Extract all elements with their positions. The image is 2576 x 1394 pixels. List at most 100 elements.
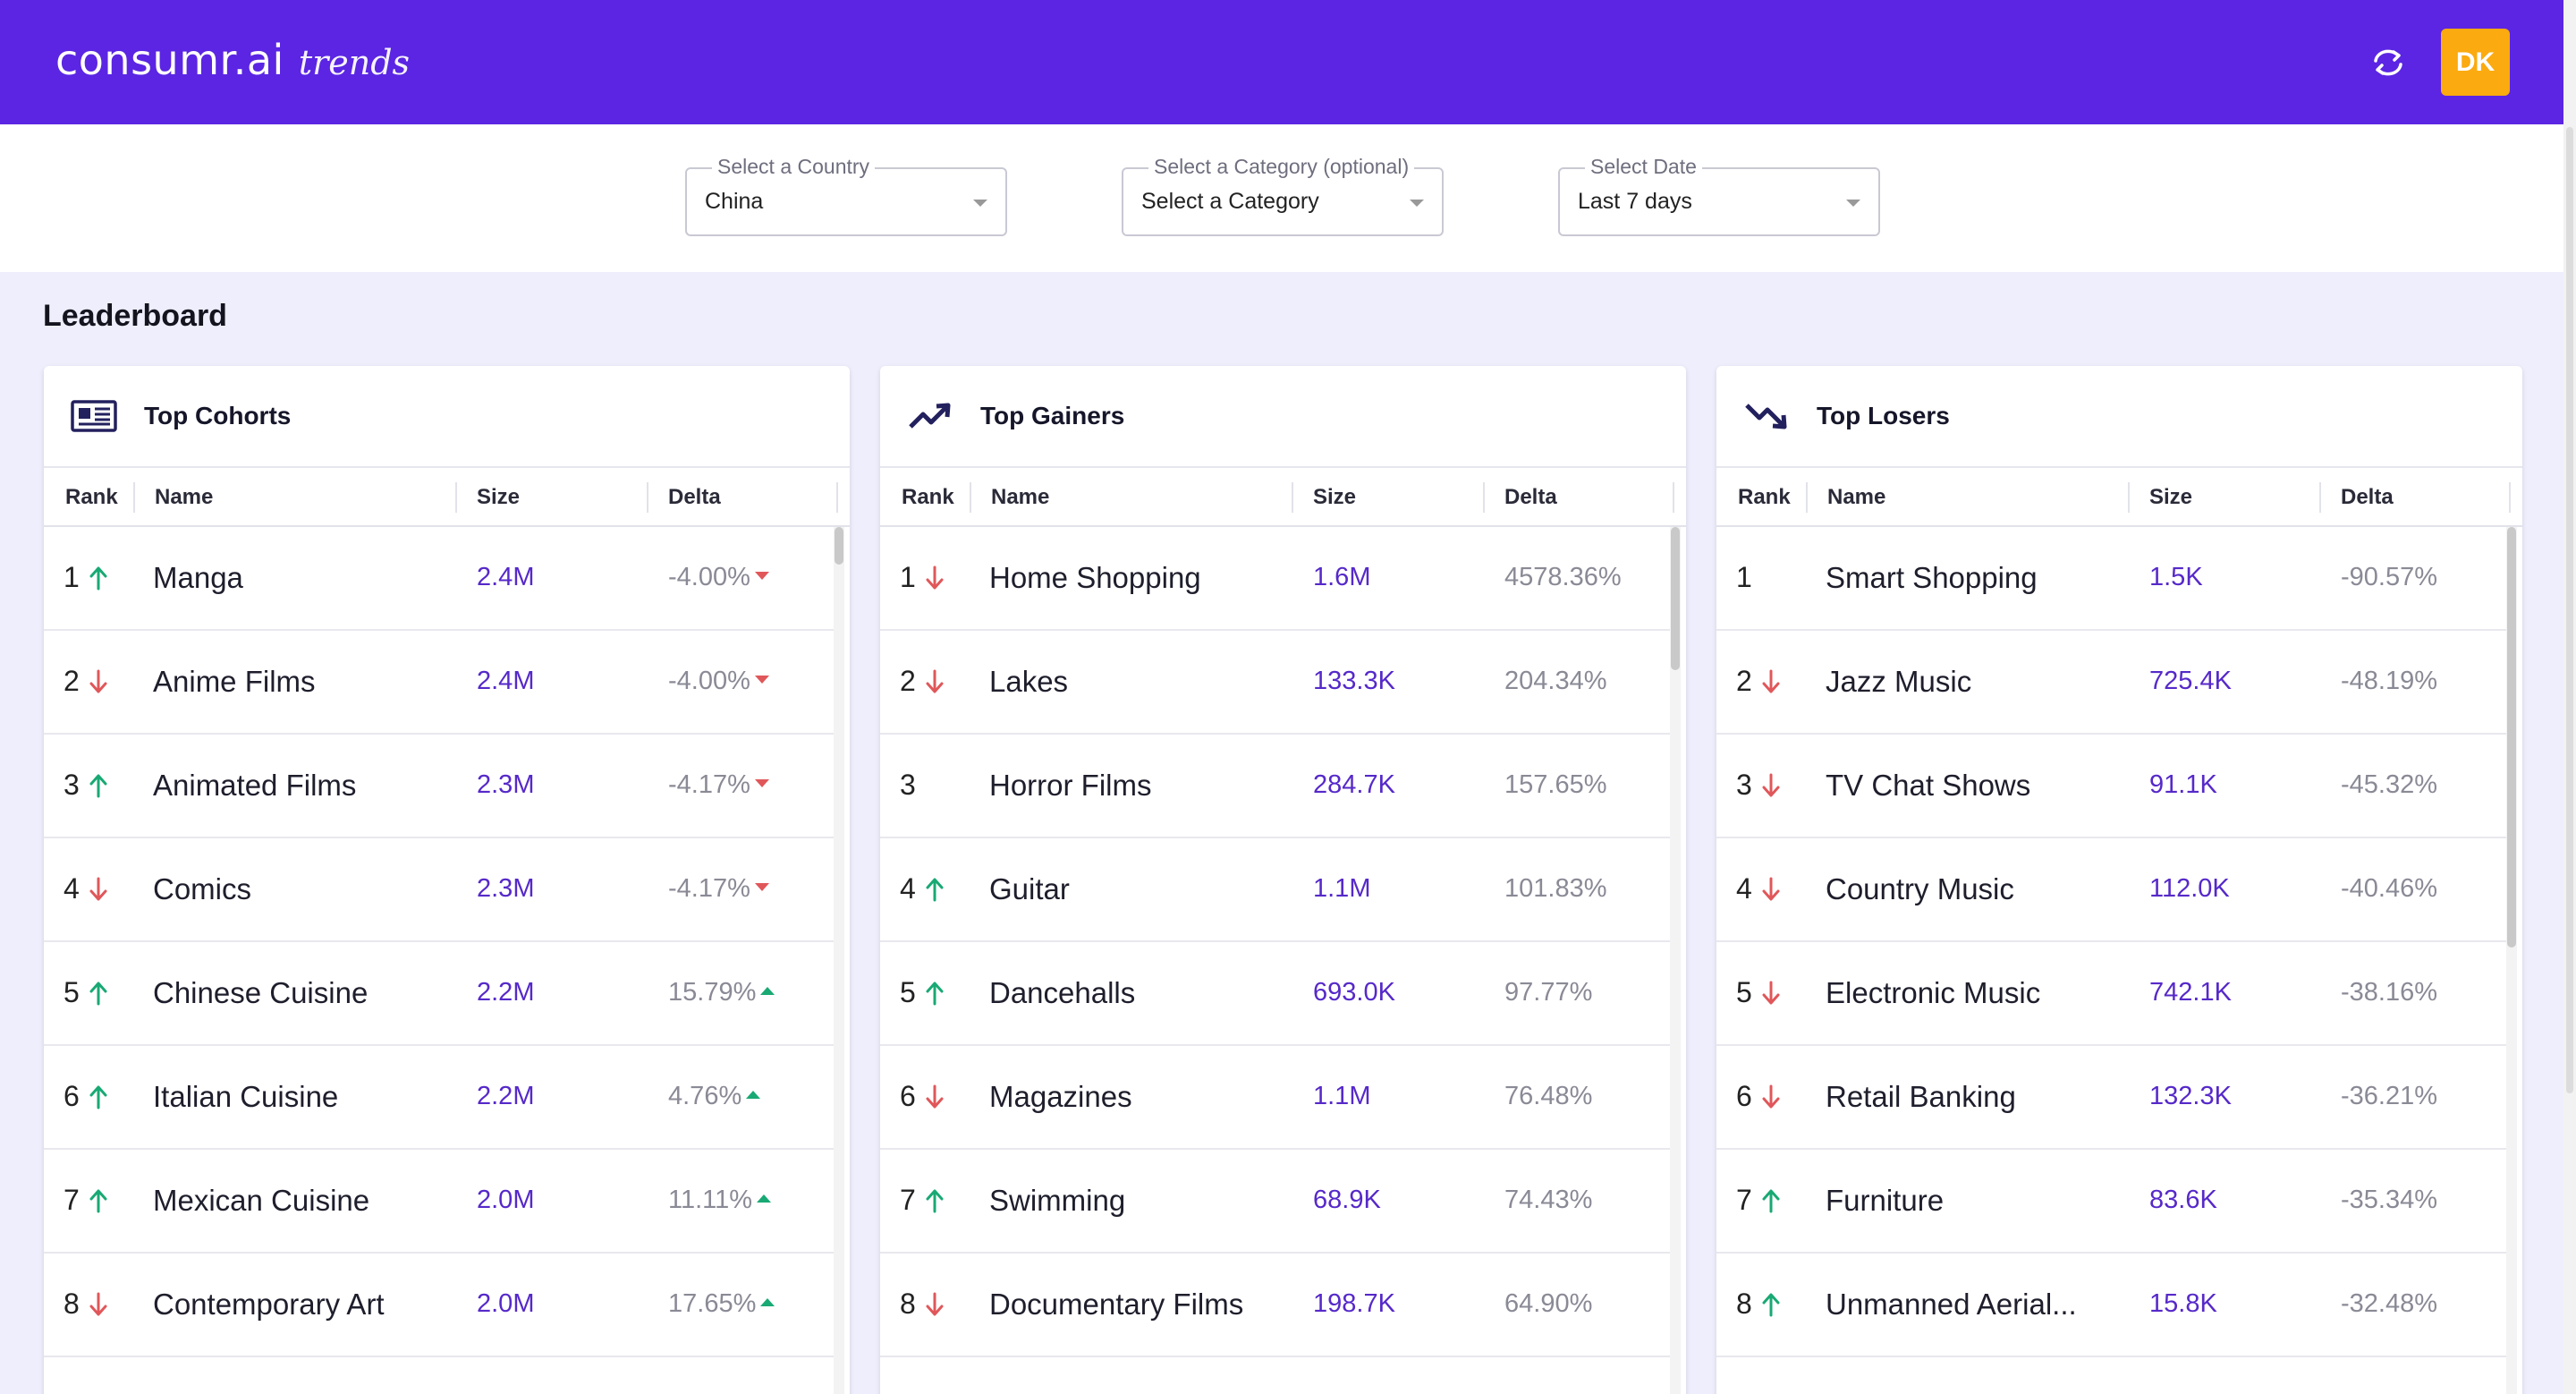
arrow-down-icon — [1759, 668, 1783, 695]
column-header-rank[interactable]: Rank — [65, 485, 118, 509]
table-row[interactable]: 1 Home Shopping 1.6M 4578.36% — [880, 527, 1676, 631]
table-row[interactable]: 6 Magazines 1.1M 76.48% — [880, 1046, 1676, 1150]
cohort-name[interactable]: Swimming — [989, 1184, 1126, 1217]
cohort-name[interactable]: Italian Cuisine — [153, 1080, 339, 1113]
arrow-up-icon — [1759, 1187, 1783, 1214]
cohort-name[interactable]: Smart Shopping — [1826, 561, 2038, 594]
delta-value: 101.83% — [1504, 874, 1607, 904]
column-header-size[interactable]: Size — [477, 485, 521, 509]
table-row[interactable]: 7 Furniture 83.6K -35.34% — [1716, 1150, 2512, 1254]
cohort-name[interactable]: Home Shopping — [989, 561, 1201, 594]
table-row[interactable]: 5 Chinese Cuisine 2.2M 15.79% — [44, 942, 840, 1046]
table-row[interactable]: 1 Manga 2.4M -4.00% — [44, 527, 840, 631]
chevron-down-icon — [1846, 200, 1860, 207]
user-avatar[interactable]: DK — [2441, 29, 2510, 96]
cohort-name[interactable]: Documentary Films — [989, 1288, 1244, 1321]
table-row[interactable]: 4 Guitar 1.1M 101.83% — [880, 838, 1676, 942]
table-row[interactable]: 6 Retail Banking 132.3K -36.21% — [1716, 1046, 2512, 1150]
card-scrollbar-thumb[interactable] — [2507, 527, 2516, 948]
delta-value: 15.79% — [668, 978, 775, 1007]
column-header-name[interactable]: Name — [155, 485, 214, 509]
column-header-delta[interactable]: Delta — [668, 485, 721, 509]
column-header-size[interactable]: Size — [1313, 485, 1357, 509]
table-row[interactable]: 4 Country Music 112.0K -40.46% — [1716, 838, 2512, 942]
country-select[interactable]: Select a Country China — [685, 155, 1007, 236]
card-scrollbar-thumb[interactable] — [1671, 527, 1680, 670]
card-scrollbar[interactable] — [834, 527, 844, 1394]
cohort-name[interactable]: Country Music — [1826, 872, 2014, 905]
column-header-rank[interactable]: Rank — [902, 485, 954, 509]
delta-value: 4578.36% — [1504, 563, 1622, 592]
cohort-name[interactable]: Guitar — [989, 872, 1070, 905]
app-logo[interactable]: consumr.ai trends — [55, 36, 410, 89]
rank-value: 2 — [1736, 665, 1752, 697]
cohort-name[interactable]: Manga — [153, 561, 243, 594]
size-value: 15.8K — [2149, 1289, 2217, 1318]
delta-down-icon — [754, 882, 769, 891]
page-scrollbar-thumb[interactable] — [2566, 127, 2573, 1093]
table-row[interactable]: 7 Swimming 68.9K 74.43% — [880, 1150, 1676, 1254]
delta-value: -35.34% — [2341, 1186, 2437, 1215]
column-header-delta[interactable]: Delta — [1504, 485, 1557, 509]
table-row[interactable]: 8 Documentary Films 198.7K 64.90% — [880, 1254, 1676, 1357]
cohort-name[interactable]: Chinese Cuisine — [153, 976, 369, 1009]
column-header-size[interactable]: Size — [2149, 485, 2193, 509]
refresh-button[interactable] — [2368, 43, 2408, 82]
column-header-delta[interactable]: Delta — [2341, 485, 2394, 509]
card-scrollbar-thumb[interactable] — [835, 527, 843, 565]
table-row[interactable]: 5 Dancehalls 693.0K 97.77% — [880, 942, 1676, 1046]
cohort-name[interactable]: Horror Films — [989, 769, 1152, 802]
table-row[interactable]: 8 Contemporary Art 2.0M 17.65% — [44, 1254, 840, 1357]
table-row[interactable]: 3 Animated Films 2.3M -4.17% — [44, 735, 840, 838]
table-row[interactable]: 2 Jazz Music 725.4K -48.19% — [1716, 631, 2512, 735]
cohort-name[interactable]: Dancehalls — [989, 976, 1136, 1009]
delta-value: -36.21% — [2341, 1082, 2437, 1111]
table-row[interactable]: 5 Electronic Music 742.1K -38.16% — [1716, 942, 2512, 1046]
cohort-name[interactable]: Unmanned Aerial... — [1826, 1288, 2077, 1321]
cohort-name[interactable]: Animated Films — [153, 769, 357, 802]
column-header-name[interactable]: Name — [1827, 485, 1886, 509]
date-select[interactable]: Select Date Last 7 days — [1558, 155, 1880, 236]
table-row[interactable]: 1 Smart Shopping 1.5K -90.57% — [1716, 527, 2512, 631]
newspaper-icon — [71, 396, 119, 436]
size-value: 2.3M — [477, 770, 535, 799]
table-row[interactable]: 7 Mexican Cuisine 2.0M 11.11% — [44, 1150, 840, 1254]
column-header-rank[interactable]: Rank — [1738, 485, 1791, 509]
table-row[interactable]: 6 Italian Cuisine 2.2M 4.76% — [44, 1046, 840, 1150]
cohort-name[interactable]: Furniture — [1826, 1184, 1945, 1217]
cohort-name[interactable]: Jazz Music — [1826, 665, 1972, 698]
table-row[interactable]: 2 Lakes 133.3K 204.34% — [880, 631, 1676, 735]
cohort-name[interactable]: Comics — [153, 872, 252, 905]
delta-text: -45.32% — [2341, 770, 2438, 799]
table-row[interactable]: 4 Comics 2.3M -4.17% — [44, 838, 840, 942]
table-row[interactable]: 2 Anime Films 2.4M -4.00% — [44, 631, 840, 735]
rank-value: 4 — [1736, 872, 1752, 905]
arrow-up-icon — [923, 1187, 946, 1214]
cohort-name[interactable]: Anime Films — [153, 665, 316, 698]
cohort-name[interactable]: Mexican Cuisine — [153, 1184, 370, 1217]
logo-sub-text: trends — [298, 43, 411, 82]
cohort-name[interactable]: Lakes — [989, 665, 1069, 698]
table-row[interactable]: 3 TV Chat Shows 91.1K -45.32% — [1716, 735, 2512, 838]
category-select-label: Select a Category (optional) — [1148, 155, 1415, 179]
column-header-name[interactable]: Name — [991, 485, 1050, 509]
delta-value: -32.48% — [2341, 1289, 2437, 1319]
cohort-name[interactable]: Contemporary Art — [153, 1288, 385, 1321]
size-value: 2.2M — [477, 978, 535, 1007]
cohort-name[interactable]: Electronic Music — [1826, 976, 2041, 1009]
size-value: 1.6M — [1313, 563, 1371, 591]
delta-value: 11.11% — [668, 1186, 772, 1215]
table-row[interactable]: 8 Unmanned Aerial... 15.8K -32.48% — [1716, 1254, 2512, 1357]
cohort-name[interactable]: Retail Banking — [1826, 1080, 2016, 1113]
size-value: 132.3K — [2149, 1082, 2232, 1110]
cohort-name[interactable]: Magazines — [989, 1080, 1132, 1113]
card-top-losers: Top Losers Rank Name Size Delta 1 Smart Shoppi… — [1716, 366, 2522, 1394]
card-title: Top Losers — [1817, 402, 1950, 429]
cohort-name[interactable]: TV Chat Shows — [1826, 769, 2031, 802]
arrow-up-icon — [923, 876, 946, 903]
card-scrollbar[interactable] — [1670, 527, 1681, 1394]
category-select[interactable]: Select a Category (optional) Select a Ca… — [1122, 155, 1444, 236]
rank-value: 5 — [1736, 976, 1752, 1008]
delta-value: -4.17% — [668, 874, 769, 904]
table-row[interactable]: 3 Horror Films 284.7K 157.65% — [880, 735, 1676, 838]
